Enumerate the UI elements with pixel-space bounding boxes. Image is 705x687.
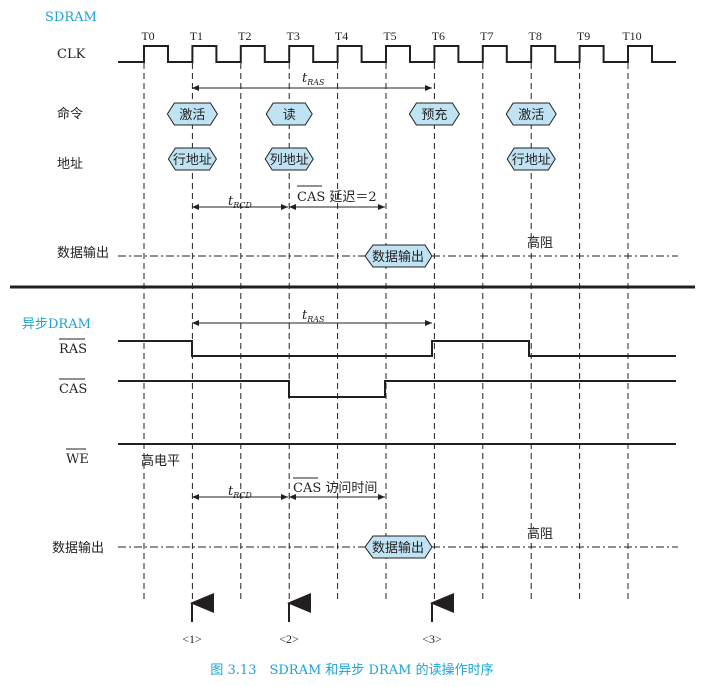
ras-label: RAS — [59, 342, 87, 357]
sdram-cas-latency-label: CAS 延迟＝2 — [297, 190, 377, 205]
cas-label: CAS — [59, 382, 87, 397]
sdram-tras-label: tRAS — [302, 71, 325, 87]
sdram-data-out-text: 数据输出 — [372, 249, 424, 265]
we-high-level-label: 高电平 — [141, 453, 180, 469]
clock-tick-t2: T2 — [238, 29, 251, 43]
clock-tick-t8: T8 — [529, 29, 542, 43]
marker-label-2: <2> — [279, 632, 299, 646]
async-trcd-label: tRCD — [228, 484, 252, 500]
clock-tick-t1: T1 — [190, 29, 203, 43]
figure-caption: 图 3.13 SDRAM 和异步 DRAM 的读操作时序 — [210, 662, 493, 678]
sdram-trcd-label: tRCD — [228, 194, 252, 210]
sdram-data-out-box — [364, 244, 433, 268]
marker-label-1: <1> — [182, 632, 202, 646]
clock-tick-t4: T4 — [335, 29, 348, 43]
clk-label: CLK — [57, 47, 86, 62]
we-label: WE — [66, 452, 89, 467]
clock-tick-t7: T7 — [480, 29, 493, 43]
command-box-2: 读 — [265, 102, 313, 126]
async-data-out-text: 数据输出 — [372, 540, 424, 556]
address-box-3: 行地址 — [506, 147, 556, 171]
clock-tick-t0: T0 — [141, 29, 154, 43]
clk-waveform — [118, 45, 676, 63]
async-tras-label: tRAS — [302, 308, 325, 324]
clock-tick-labels: T0 T1 T2 T3 T4 T5 T6 T7 T8 T9 T10 — [141, 29, 641, 43]
address-box-1: 行地址 — [167, 147, 217, 171]
clock-tick-t3: T3 — [287, 29, 300, 43]
command-row-label: 命令 — [57, 106, 83, 122]
command-box-4: 激活 — [505, 102, 557, 126]
svg-text:预充: 预充 — [421, 107, 447, 123]
clock-tick-t9: T9 — [577, 29, 590, 43]
svg-text:激活: 激活 — [179, 108, 205, 123]
clock-tick-t10: T10 — [622, 29, 641, 43]
async-dram-section-title: 异步DRAM — [22, 317, 91, 332]
async-high-z-label: 高阻 — [527, 526, 553, 542]
svg-text:读: 读 — [283, 108, 296, 123]
cas-waveform — [118, 380, 676, 398]
address-box-2: 列地址 — [264, 147, 314, 171]
clock-tick-t6: T6 — [432, 29, 445, 43]
command-box-1: 激活 — [166, 102, 218, 126]
async-cas-access-label: CAS 访问时间 — [293, 481, 377, 496]
command-boxes: 激活 读 预充 激活 — [166, 102, 557, 126]
async-data-out-box — [364, 535, 433, 559]
async-data-out-label: 数据输出 — [52, 540, 104, 556]
ras-waveform — [118, 340, 676, 357]
sdram-high-z-label: 高阻 — [527, 235, 553, 251]
address-row-label: 地址 — [57, 157, 83, 172]
svg-text:行地址: 行地址 — [512, 153, 551, 168]
sdram-section-title: SDRAM — [45, 10, 97, 25]
address-boxes: 行地址 列地址 行地址 — [167, 147, 556, 171]
clock-edge-guides — [143, 63, 629, 600]
marker-label-3: <3> — [422, 632, 442, 646]
svg-text:激活: 激活 — [518, 108, 544, 123]
clock-tick-t5: T5 — [383, 29, 396, 43]
command-box-3: 预充 — [408, 102, 460, 126]
svg-text:行地址: 行地址 — [173, 153, 212, 168]
svg-text:列地址: 列地址 — [270, 153, 309, 168]
sdram-data-out-label: 数据输出 — [57, 245, 109, 261]
